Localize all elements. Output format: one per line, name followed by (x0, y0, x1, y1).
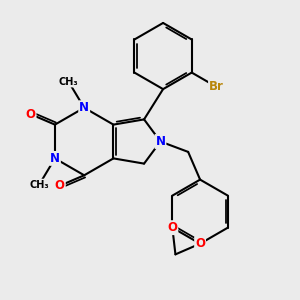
Text: N: N (50, 152, 60, 165)
Text: Br: Br (209, 80, 224, 93)
Text: N: N (79, 101, 89, 114)
Text: N: N (155, 135, 165, 148)
Text: O: O (195, 237, 205, 250)
Text: O: O (55, 179, 65, 192)
Text: CH₃: CH₃ (29, 179, 49, 190)
Text: O: O (26, 108, 36, 121)
Text: CH₃: CH₃ (59, 76, 78, 87)
Text: O: O (167, 221, 177, 234)
